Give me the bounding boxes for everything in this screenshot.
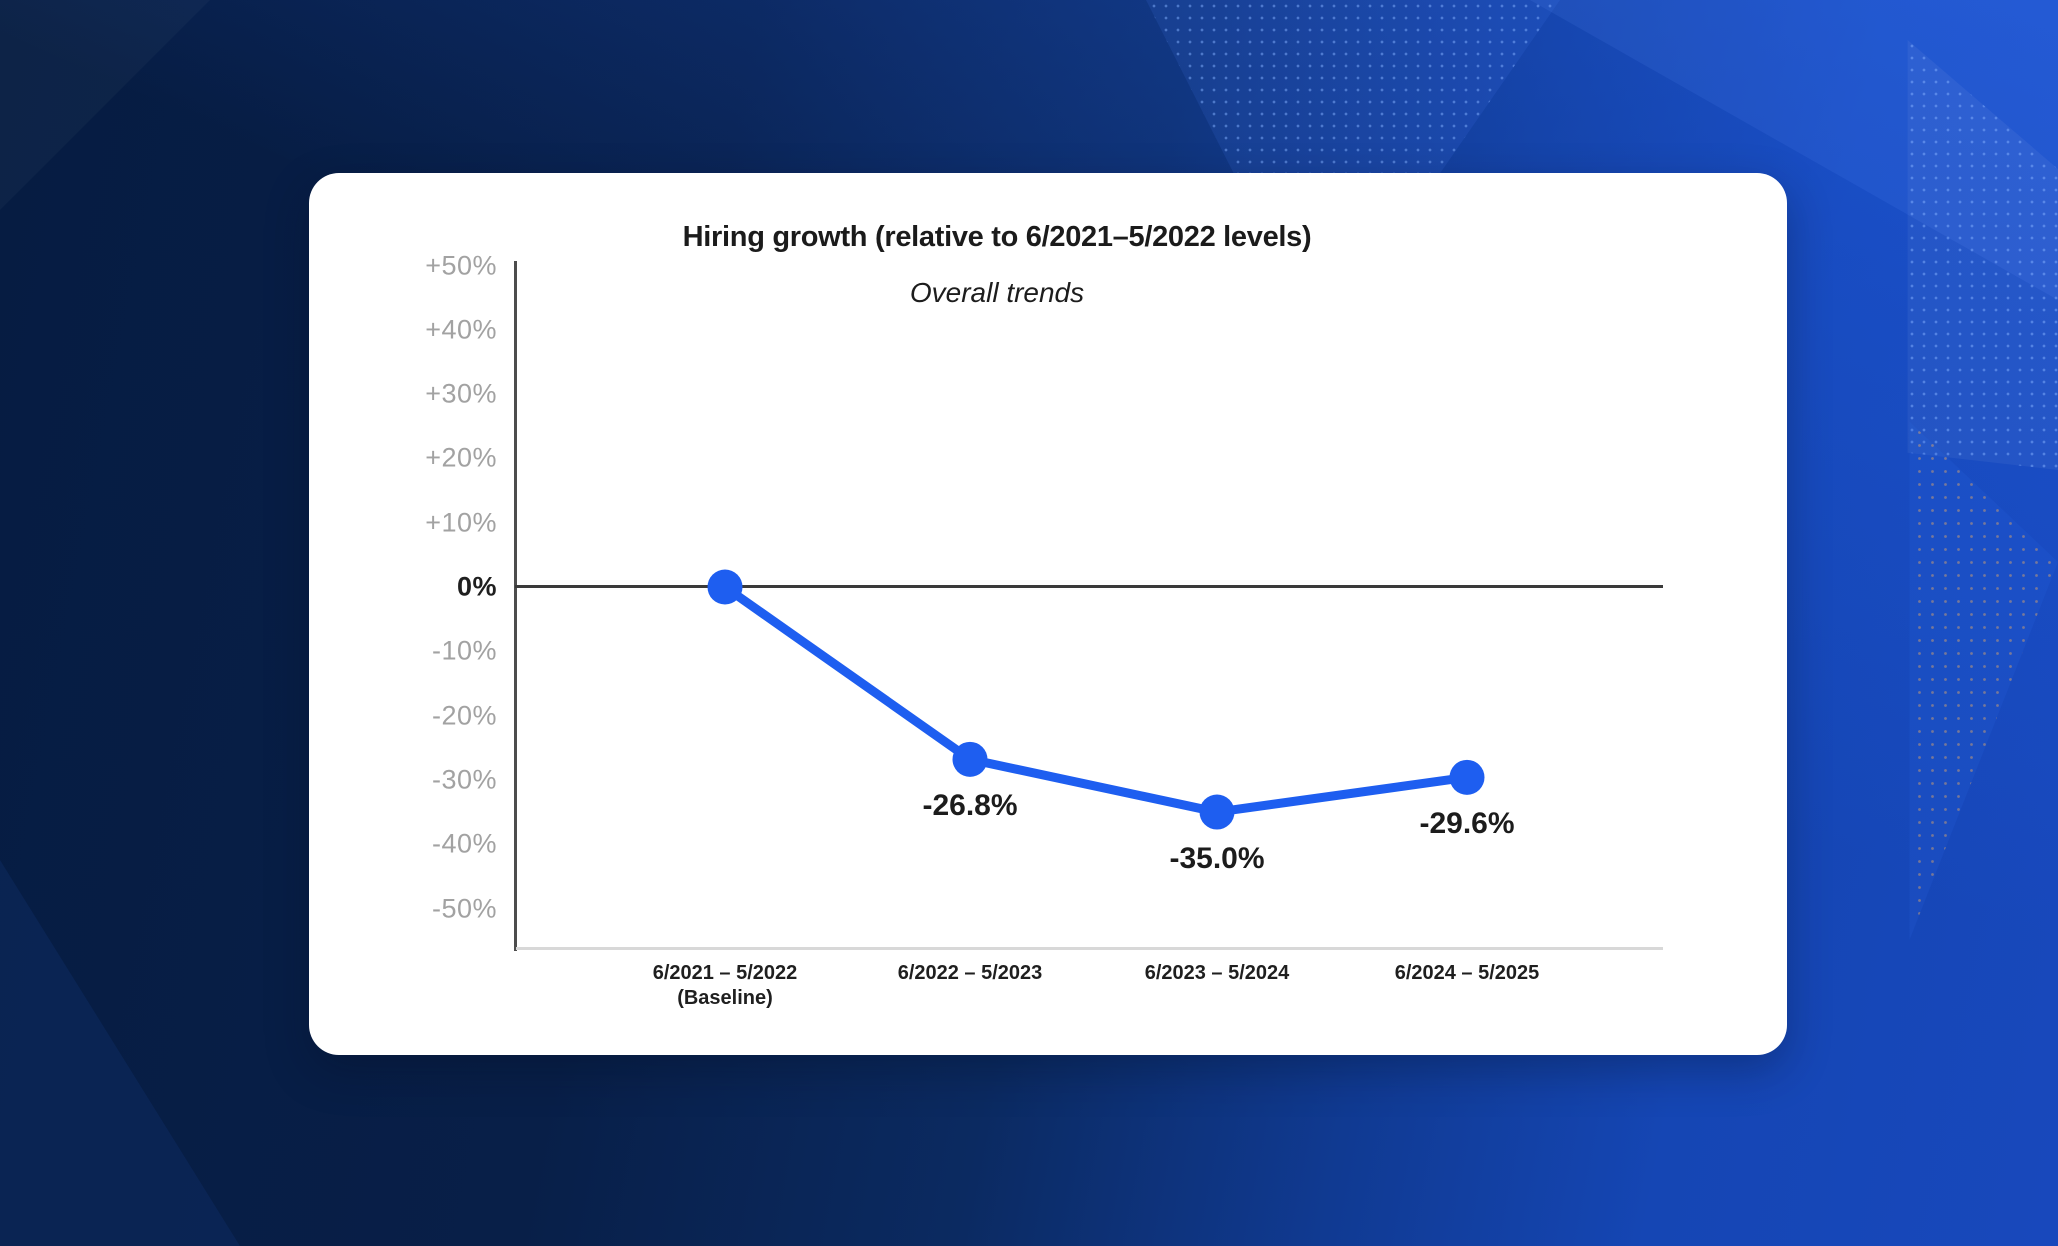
- y-tick-label: -50%: [431, 893, 497, 923]
- y-tick-label: +40%: [425, 314, 497, 345]
- y-axis-line: [514, 261, 517, 951]
- x-axis-category-label: 6/2022 – 5/2023: [897, 962, 1043, 984]
- data-point-marker: [707, 569, 743, 605]
- zero-baseline-line: [515, 585, 1663, 588]
- y-tick-label: +50%: [425, 250, 497, 280]
- data-point-marker: [1199, 794, 1235, 830]
- background-pattern-triangle: [0, 0, 210, 210]
- y-tick-label: 0%: [456, 571, 497, 602]
- y-tick-label: +20%: [425, 442, 497, 473]
- y-tick-label: +30%: [425, 378, 497, 409]
- y-tick-label: -40%: [431, 828, 497, 859]
- x-axis-category-label: 6/2023 – 5/2024: [1144, 962, 1290, 984]
- y-tick-label: -30%: [431, 764, 497, 795]
- data-point-value-label: -26.8%: [922, 789, 1018, 823]
- chart-card: Hiring growth (relative to 6/2021–5/2022…: [309, 173, 1787, 1055]
- y-tick-label: -20%: [431, 700, 497, 731]
- x-axis-line: [516, 947, 1663, 950]
- x-axis-category-label: 6/2024 – 5/2025: [1394, 962, 1540, 984]
- background-pattern-triangle: [1909, 421, 2058, 940]
- trend-line-chart: [707, 569, 1485, 830]
- chart-title: Hiring growth (relative to 6/2021–5/2022…: [682, 221, 1312, 253]
- background-pattern-triangle: [0, 860, 240, 1246]
- y-tick-label: +10%: [425, 507, 497, 538]
- trend-line: [720, 582, 1472, 817]
- x-axis-category-label: 6/2021 – 5/2022 (Baseline): [652, 962, 798, 1009]
- data-point-value-label: -29.6%: [1419, 807, 1515, 841]
- chart-subtitle: Overall trends: [909, 277, 1085, 308]
- background-pattern-triangle: [1907, 40, 2058, 470]
- y-tick-label: -10%: [431, 635, 497, 666]
- data-point-marker: [952, 741, 988, 777]
- data-point-marker: [1449, 759, 1485, 795]
- data-point-value-label: -35.0%: [1169, 842, 1265, 876]
